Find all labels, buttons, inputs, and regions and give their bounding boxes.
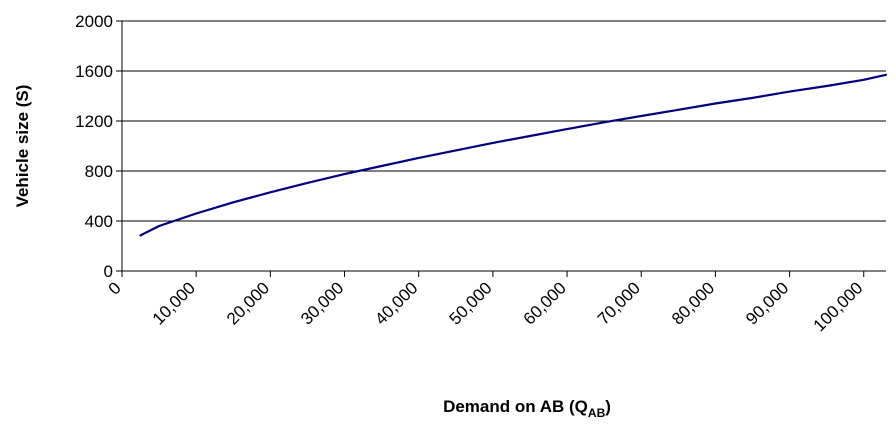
- y-tick-label: 400: [85, 212, 113, 231]
- x-tick-label: 10,000: [149, 278, 199, 328]
- x-tick-label: 0: [105, 278, 125, 298]
- x-axis-title-suffix: ): [605, 397, 611, 416]
- axes: [116, 20, 886, 277]
- y-axis-title: Vehicle size (S): [13, 85, 32, 208]
- grid-lines: [122, 20, 886, 222]
- x-tick-label: 90,000: [742, 278, 792, 328]
- y-tick-label: 0: [104, 262, 113, 281]
- x-tick-label: 50,000: [445, 278, 495, 328]
- x-tick-labels: 0 10,000 20,000 30,000 40,000 50,000 60,000 70,…: [105, 278, 867, 335]
- x-tick-label: 20,000: [223, 278, 273, 328]
- x-axis-title-subscript: AB: [588, 406, 606, 420]
- data-series: [139, 73, 888, 237]
- y-tick-label: 1200: [75, 112, 113, 131]
- y-tick-label: 1600: [75, 62, 113, 81]
- series-line: [139, 73, 888, 237]
- x-tick-label: 100,000: [810, 278, 867, 335]
- x-axis-title: Demand on AB (QAB): [443, 397, 611, 420]
- x-tick-label: 30,000: [297, 278, 347, 328]
- x-tick-label: 80,000: [668, 278, 718, 328]
- y-tick-labels: 0 400 800 1200 1600 2000: [75, 12, 113, 281]
- x-tick-label: 40,000: [371, 278, 421, 328]
- x-axis-title-main: Demand on AB (Q: [443, 397, 588, 416]
- x-tick-label: 70,000: [594, 278, 644, 328]
- x-tick-label: 60,000: [520, 278, 570, 328]
- y-tick-label: 2000: [75, 12, 113, 31]
- y-tick-label: 800: [85, 162, 113, 181]
